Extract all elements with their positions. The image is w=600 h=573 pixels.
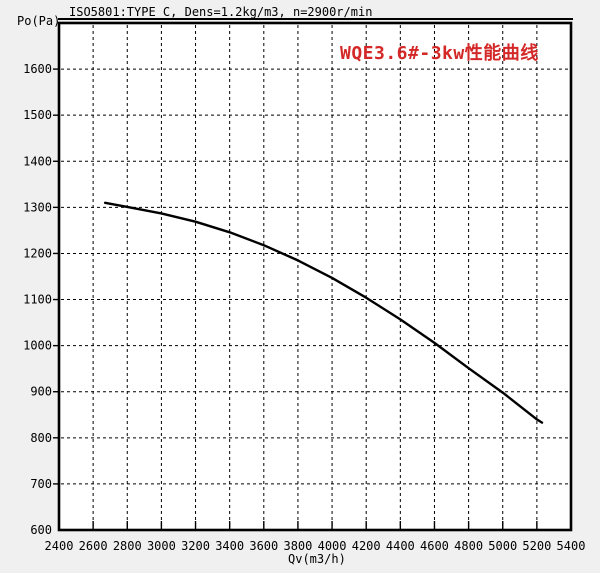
test-standard-header: ISO5801:TYPE C, Dens=1.2kg/m3, n=2900r/m… bbox=[69, 5, 373, 19]
y-tick-label: 1400 bbox=[23, 154, 52, 168]
y-tick-label: 600 bbox=[30, 523, 52, 537]
x-tick-label: 5200 bbox=[522, 539, 551, 553]
performance-curve bbox=[103, 201, 544, 424]
chart-frame bbox=[57, 21, 573, 532]
x-tick-label: 4400 bbox=[386, 539, 415, 553]
x-tick-label: 2600 bbox=[79, 539, 108, 553]
y-tick-label: 1300 bbox=[23, 200, 52, 214]
y-tick-label: 1000 bbox=[23, 339, 52, 353]
x-tick-label: 5400 bbox=[557, 539, 586, 553]
x-tick-label: 4200 bbox=[352, 539, 381, 553]
y-tick-label: 800 bbox=[30, 431, 52, 445]
y-tick-label: 1500 bbox=[23, 108, 52, 122]
header-underline bbox=[58, 18, 573, 20]
x-tick-label: 4000 bbox=[318, 539, 347, 553]
x-tick-label: 5000 bbox=[488, 539, 517, 553]
y-tick-label: 1200 bbox=[23, 246, 52, 260]
y-axis-unit-label: Po(Pa) bbox=[17, 14, 61, 28]
x-tick-label: 3800 bbox=[283, 539, 312, 553]
x-tick-label: 3000 bbox=[147, 539, 176, 553]
x-tick-label: 4800 bbox=[454, 539, 483, 553]
curve-title: WQE3.6#-3kw性能曲线 bbox=[340, 43, 539, 64]
x-tick-label: 3200 bbox=[181, 539, 210, 553]
plot-area bbox=[59, 23, 571, 530]
x-tick-label: 2400 bbox=[45, 539, 74, 553]
x-axis-unit-label: Qv(m3/h) bbox=[288, 552, 346, 566]
y-tick-label: 700 bbox=[30, 477, 52, 491]
x-tick-label: 4600 bbox=[420, 539, 449, 553]
y-tick-label: 900 bbox=[30, 385, 52, 399]
x-tick-label: 3400 bbox=[215, 539, 244, 553]
y-tick-label: 1600 bbox=[23, 62, 52, 76]
x-tick-label: 3600 bbox=[249, 539, 278, 553]
x-tick-label: 2800 bbox=[113, 539, 142, 553]
y-tick-label: 1100 bbox=[23, 293, 52, 307]
